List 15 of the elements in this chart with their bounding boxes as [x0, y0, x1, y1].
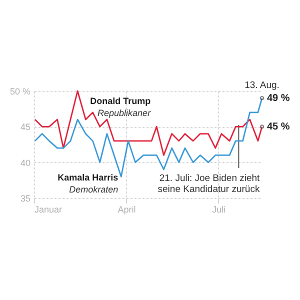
annotation: Demokraten: [69, 184, 118, 195]
data-label: 49 %: [267, 93, 290, 104]
x-tick-label: April: [118, 204, 136, 214]
text: 13. Aug.: [244, 80, 280, 91]
x-tick-label: Januar: [34, 204, 62, 214]
y-tick-label: 45: [20, 122, 30, 132]
series-label: Kamala Harris: [58, 172, 118, 183]
data-label: 45 %: [267, 122, 290, 133]
x-tick-label: Juli: [212, 204, 226, 214]
y-tick-label: 40: [20, 158, 30, 168]
y-tick-label: 35: [20, 194, 30, 204]
y-tick-label: 50 %: [10, 86, 30, 96]
ref-line-label: 21. Juli: Joe Biden zieht seine Kandidatur zurück: [158, 173, 260, 195]
series-label: Donald Trump: [90, 96, 152, 106]
annotation: Republikaner: [98, 108, 152, 118]
